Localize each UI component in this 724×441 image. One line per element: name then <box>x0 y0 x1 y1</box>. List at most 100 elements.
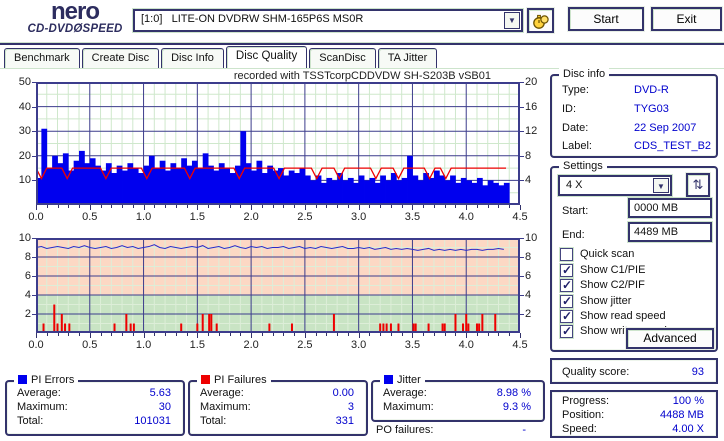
progress-box: Progress: 100 % Position: 4488 MB Speed:… <box>550 390 718 438</box>
chevron-down-icon[interactable]: ▼ <box>653 178 669 193</box>
y-axis-tick-label: 2 <box>24 308 31 320</box>
tab-create-disc[interactable]: Create Disc <box>81 48 160 68</box>
y-tick-mark <box>520 314 524 315</box>
tab-disc-quality[interactable]: Disc Quality <box>225 46 308 68</box>
tab-disc-info[interactable]: Disc Info <box>161 48 224 68</box>
y-axis-tick-label: 6 <box>525 270 532 282</box>
progress-value: 100 % <box>672 395 704 407</box>
end-position-input[interactable] <box>628 222 712 242</box>
x-tick-mark <box>186 205 188 208</box>
x-tick-mark <box>476 205 478 208</box>
end-position-label: End: <box>562 229 585 241</box>
refresh-disc-button[interactable]: ⇅ <box>686 173 710 197</box>
settings-title: Settings <box>559 160 607 172</box>
x-tick-mark <box>326 333 328 336</box>
x-tick-mark <box>100 333 102 336</box>
logo-text-cddvdspeed: CD-DVDØSPEED <box>27 23 123 35</box>
exit-button[interactable]: Exit <box>651 7 722 31</box>
settings-group: Settings 4 X ▼ ⇅ Start: End: Quick scan … <box>550 160 718 352</box>
x-tick-mark <box>100 205 102 208</box>
speed-label: Speed: <box>562 423 597 435</box>
header-divider <box>0 42 724 45</box>
show-c1-pie-checkbox[interactable] <box>560 263 573 277</box>
x-tick-mark <box>401 205 403 208</box>
x-tick-mark <box>315 333 317 336</box>
x-tick-mark <box>57 333 59 336</box>
x-tick-mark <box>89 205 91 210</box>
x-tick-mark <box>380 333 382 336</box>
x-axis-tick-label: 2.0 <box>243 211 259 223</box>
quality-score-label: Quality score: <box>562 366 630 378</box>
y-tick-mark <box>32 131 36 133</box>
y-axis-tick-label: 10 <box>18 232 31 244</box>
po-failures-label: PO failures: <box>376 424 434 436</box>
x-tick-mark <box>272 333 274 336</box>
x-tick-mark <box>294 205 296 208</box>
logo-text-nero: nero <box>50 0 100 25</box>
start-button[interactable]: Start <box>568 7 644 31</box>
y-axis-tick-label: 10 <box>18 174 31 187</box>
advanced-button[interactable]: Advanced <box>626 328 714 349</box>
show-read-speed-checkbox[interactable] <box>560 309 573 323</box>
jitter-title: Jitter <box>397 374 421 386</box>
jitter-legend: Jitter <box>380 374 425 386</box>
tab-scandisc[interactable]: ScanDisc <box>309 48 376 68</box>
x-tick-mark <box>412 205 414 210</box>
show-c2-pif-checkbox[interactable] <box>560 278 573 292</box>
x-tick-mark <box>240 333 242 336</box>
quick-scan-checkbox[interactable] <box>560 248 573 261</box>
x-tick-mark <box>186 333 188 336</box>
y-tick-mark <box>32 314 36 315</box>
pif-total-value: 331 <box>335 415 354 427</box>
y-tick-mark <box>32 257 36 258</box>
x-tick-mark <box>433 205 435 208</box>
x-tick-mark <box>143 205 145 210</box>
pif-average-label: Average: <box>200 387 244 399</box>
disc-type-label: Type: <box>562 84 589 96</box>
x-tick-mark <box>218 205 220 208</box>
x-axis-tick-label: 2.0 <box>243 339 259 351</box>
tab-divider <box>0 68 724 69</box>
disc-label-value: CDS_TEST_B2 <box>634 140 712 152</box>
x-tick-mark <box>326 205 328 208</box>
scan-speed-select[interactable]: 4 X ▼ <box>558 175 672 196</box>
speed-value: 4.00 X <box>672 423 704 435</box>
x-tick-mark <box>455 205 457 208</box>
drive-select[interactable]: [1:0] LITE-ON DVDRW SHM-165P6S MS0R ▼ <box>133 9 523 32</box>
x-axis-tick-label: 1.5 <box>189 339 205 351</box>
y-axis-tick-label: 30 <box>18 125 31 138</box>
y-tick-mark <box>32 180 36 182</box>
y-axis-tick-label: 50 <box>18 76 31 88</box>
pie-average-value: 5.63 <box>149 387 171 399</box>
x-tick-mark <box>143 333 145 338</box>
x-axis-tick-label: 3.5 <box>404 211 421 223</box>
show-write-speed-checkbox[interactable] <box>560 324 573 338</box>
tab-ta-jitter[interactable]: TA Jitter <box>377 48 438 68</box>
y-tick-mark <box>520 106 524 108</box>
x-tick-mark <box>251 333 253 338</box>
show-jitter-checkbox[interactable] <box>560 294 573 308</box>
pi-errors-color-swatch <box>18 375 27 384</box>
y-axis-tick-label: 4 <box>525 289 532 301</box>
x-axis-tick-label: 3.5 <box>404 339 421 351</box>
x-axis-tick-label: 2.5 <box>297 211 313 223</box>
start-position-input[interactable] <box>628 198 712 218</box>
chevron-down-icon[interactable]: ▼ <box>504 12 520 29</box>
x-tick-mark <box>487 333 489 336</box>
y-tick-mark <box>32 276 36 277</box>
pif-average-value: 0.00 <box>332 387 354 399</box>
x-tick-mark <box>347 333 349 336</box>
y-axis-tick-label: 2 <box>525 308 532 320</box>
y-axis-tick-label: 8 <box>525 251 532 263</box>
y-tick-mark <box>520 276 524 277</box>
pie-total-label: Total: <box>17 415 44 427</box>
x-tick-mark <box>380 205 382 208</box>
x-tick-mark <box>36 333 37 338</box>
x-tick-mark <box>520 205 521 210</box>
speed-test-button[interactable] <box>527 8 554 33</box>
x-tick-mark <box>46 333 48 336</box>
tab-benchmark[interactable]: Benchmark <box>4 48 80 68</box>
pi-failures-title: PI Failures <box>214 374 267 386</box>
position-label: Position: <box>562 409 605 421</box>
x-tick-mark <box>208 205 210 208</box>
